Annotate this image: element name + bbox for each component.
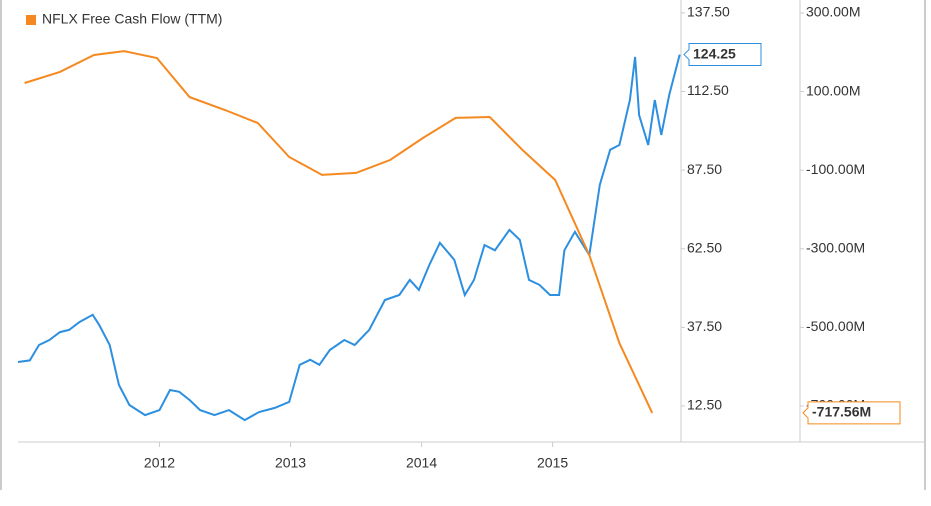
x-tick-label: 2015 bbox=[537, 455, 568, 471]
y2-tick-label: -500.00M bbox=[806, 318, 865, 334]
value-label-box bbox=[802, 401, 901, 425]
legend-box bbox=[18, 0, 316, 34]
y-tick-label: 137.50 bbox=[687, 4, 730, 20]
value-label: 124.25 bbox=[693, 45, 736, 61]
y2-tick-label: 100.00M bbox=[806, 82, 860, 98]
x-tick-label: 2012 bbox=[144, 455, 175, 471]
y2-tick-label: 300.00M bbox=[806, 4, 860, 20]
y-tick-label: 112.50 bbox=[687, 82, 729, 98]
series-line bbox=[17, 54, 681, 422]
legend-swatch bbox=[26, 15, 36, 25]
x-tick-label: 2014 bbox=[406, 455, 437, 471]
x-tick-label: 2013 bbox=[275, 455, 306, 471]
y2-tick-label: -300.00M bbox=[806, 239, 865, 255]
y2-tick-label: -100.00M bbox=[806, 161, 865, 177]
y-tick-label: 12.50 bbox=[687, 397, 722, 413]
value-label-box bbox=[683, 43, 762, 67]
value-label: -717.56M bbox=[812, 404, 871, 420]
y-tick-label: 37.50 bbox=[687, 318, 722, 334]
y-tick-label: 62.50 bbox=[687, 239, 722, 255]
legend-label: NFLX Free Cash Flow (TTM) bbox=[42, 11, 222, 27]
y-tick-label: 87.50 bbox=[687, 161, 722, 177]
series-line bbox=[24, 50, 654, 414]
